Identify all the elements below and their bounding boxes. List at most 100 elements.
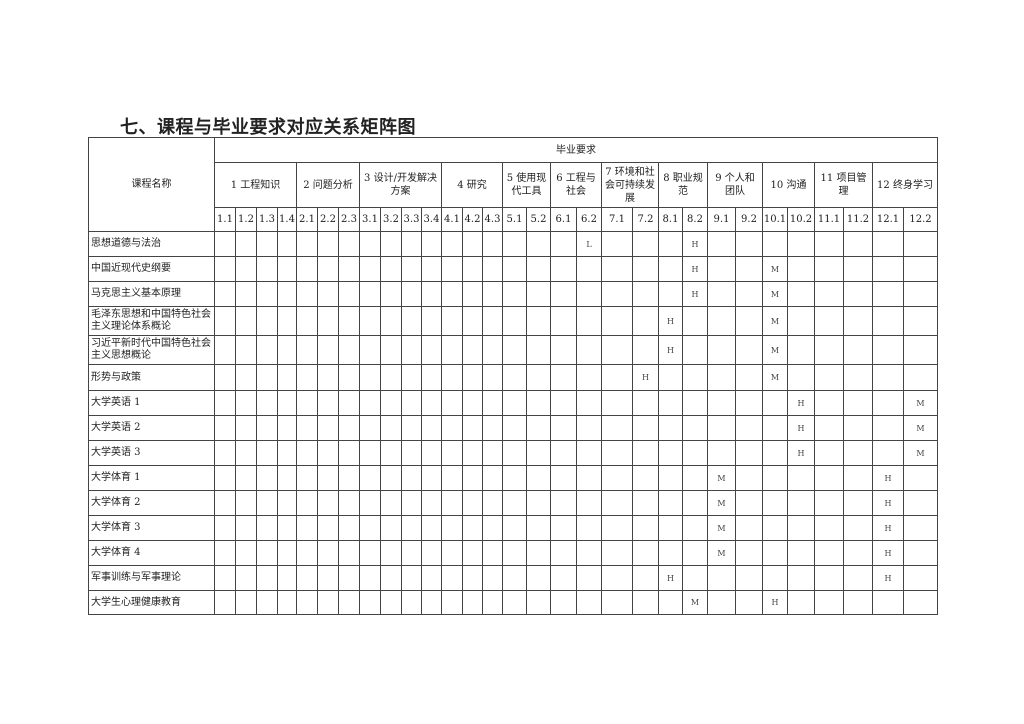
empty-cell [814,490,844,516]
empty-cell [482,231,503,257]
table-row: 习近平新时代中国特色社会主义思想概论 H M [88,335,938,365]
empty-cell [296,590,318,615]
empty-cell [658,490,683,516]
empty-cell [814,256,844,282]
requirement-group-header: 9 个人和团队 [707,162,763,208]
empty-cell [576,465,602,491]
empty-cell [814,281,844,307]
empty-cell [526,364,551,391]
empty-cell [903,231,938,257]
requirement-group-header: 1 工程知识 [214,162,297,208]
empty-cell [682,335,708,365]
empty-cell [421,335,442,365]
empty-cell [277,465,297,491]
empty-cell [843,231,873,257]
empty-cell [338,465,360,491]
empty-cell [735,565,763,591]
empty-cell [462,565,483,591]
empty-cell [707,440,736,466]
empty-cell [338,440,360,466]
empty-cell [296,540,318,566]
empty-cell [235,515,257,541]
requirement-sub-header: 5.1 [502,207,527,232]
empty-cell [441,231,463,257]
mark-cell: M [682,590,708,615]
table-row: 大学体育 3 M H [88,515,938,541]
course-name: 毛泽东思想和中国特色社会主义理论体系概论 [88,306,215,336]
empty-cell [338,540,360,566]
empty-cell [256,256,278,282]
requirement-group-header: 11 项目管理 [814,162,873,208]
mark-cell: H [658,335,683,365]
empty-cell [707,335,736,365]
empty-cell [632,590,659,615]
empty-cell [658,440,683,466]
empty-cell [214,440,236,466]
empty-cell [903,515,938,541]
empty-cell [502,490,527,516]
group-header-row: 1 工程知识 2 问题分析 3 设计/开发解决方案 4 研究 5 使用现代工具 6 工程与… [89,162,938,208]
course-name: 大学体育 3 [88,515,215,541]
requirement-sub-header: 4.1 [441,207,463,232]
empty-cell [632,335,659,365]
empty-cell [441,390,463,416]
empty-cell [735,540,763,566]
empty-cell [814,565,844,591]
empty-cell [814,231,844,257]
empty-cell [814,415,844,441]
empty-cell [256,306,278,336]
empty-cell [317,306,339,336]
empty-cell [421,256,442,282]
empty-cell [441,540,463,566]
empty-cell [872,390,904,416]
table-row: 马克思主义基本原理 H M [88,281,938,307]
empty-cell [214,415,236,441]
empty-cell [502,231,527,257]
empty-cell [550,465,577,491]
empty-cell [380,231,402,257]
empty-cell [872,364,904,391]
empty-cell [576,440,602,466]
empty-cell [256,415,278,441]
empty-cell [296,465,318,491]
empty-cell [632,415,659,441]
empty-cell [502,335,527,365]
empty-cell [380,335,402,365]
empty-cell [550,565,577,591]
mark-cell: H [682,281,708,307]
empty-cell [338,256,360,282]
requirement-sub-header: 2.3 [338,207,360,232]
empty-cell [843,590,873,615]
empty-cell [256,565,278,591]
empty-cell [843,540,873,566]
empty-cell [872,281,904,307]
requirements-header: 毕业要求 [214,137,938,163]
empty-cell [526,590,551,615]
empty-cell [401,335,422,365]
empty-cell [482,415,503,441]
requirement-group-header: 2 问题分析 [296,162,360,208]
requirement-sub-header: 4.3 [482,207,503,232]
empty-cell [762,231,788,257]
empty-cell [502,540,527,566]
requirement-sub-header: 8.1 [658,207,683,232]
requirement-sub-header: 3.1 [359,207,381,232]
course-name: 大学体育 4 [88,540,215,566]
empty-cell [441,590,463,615]
empty-cell [462,231,483,257]
empty-cell [214,540,236,566]
empty-cell [601,231,633,257]
mark-cell: H [658,565,683,591]
empty-cell [235,390,257,416]
empty-cell [787,490,815,516]
empty-cell [401,465,422,491]
empty-cell [359,465,381,491]
course-requirement-matrix: 课程名称 毕业要求 1 工程知识 2 问题分析 3 设计/开发解决方案 4 研究 5 使用现… [88,137,938,615]
course-name: 马克思主义基本原理 [88,281,215,307]
empty-cell [359,490,381,516]
empty-cell [502,465,527,491]
mark-cell: M [707,465,736,491]
requirement-group-header: 3 设计/开发解决方案 [359,162,442,208]
empty-cell [526,465,551,491]
empty-cell [601,364,633,391]
